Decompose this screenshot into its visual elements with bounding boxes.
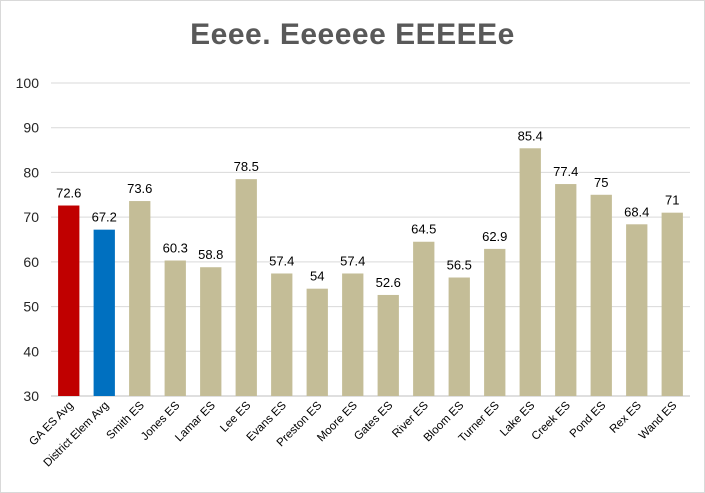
y-tick-label: 70 — [23, 209, 39, 225]
data-label: 75 — [594, 175, 608, 190]
y-tick-label: 60 — [23, 254, 39, 270]
bar — [235, 179, 257, 396]
x-tick-label: Pond ES — [568, 399, 609, 440]
bar — [555, 184, 577, 396]
data-label: 57.4 — [340, 253, 365, 268]
bar — [519, 148, 541, 396]
data-label: 60.3 — [163, 241, 188, 256]
data-label: 58.8 — [198, 247, 223, 262]
data-label: 67.2 — [92, 210, 117, 225]
y-tick-label: 100 — [16, 75, 40, 91]
x-tick-label: Gates ES — [352, 399, 396, 443]
data-label: 54 — [310, 269, 324, 284]
y-tick-label: 30 — [23, 388, 39, 404]
data-label: 72.6 — [56, 186, 81, 201]
bar — [413, 241, 435, 396]
data-label: 64.5 — [411, 222, 436, 237]
bar — [129, 201, 151, 396]
bar — [590, 194, 612, 396]
bar — [93, 229, 115, 396]
data-label: 57.4 — [269, 253, 294, 268]
data-label: 71 — [665, 193, 679, 208]
data-label: 68.4 — [624, 204, 649, 219]
y-tick-label: 80 — [23, 164, 39, 180]
data-label: 62.9 — [482, 229, 507, 244]
bar — [377, 294, 399, 396]
data-label: 78.5 — [234, 159, 259, 174]
data-label: 73.6 — [127, 181, 152, 196]
x-tick-label: Rex ES — [608, 399, 644, 435]
bar — [448, 277, 470, 396]
bar — [626, 224, 648, 396]
bar — [164, 260, 186, 396]
bar — [271, 273, 293, 396]
y-tick-label: 40 — [23, 343, 39, 359]
y-tick-label: 90 — [23, 120, 39, 136]
bar — [58, 205, 80, 396]
x-tick-label: District Elem Avg — [42, 400, 112, 470]
bar — [484, 248, 506, 396]
x-tick-label: Lee ES — [218, 399, 253, 434]
bar — [342, 273, 364, 396]
data-label: 56.5 — [447, 258, 472, 273]
bar — [200, 267, 222, 396]
x-tick-label: Wand ES — [637, 399, 680, 442]
data-label: 52.6 — [376, 275, 401, 290]
y-tick-label: 50 — [23, 299, 39, 315]
chart-title: Eeee. Eeeeee EEEEEe — [190, 18, 515, 51]
bar — [661, 212, 683, 396]
data-label: 77.4 — [553, 164, 578, 179]
x-tick-label: Creek ES — [530, 399, 574, 443]
data-label: 85.4 — [518, 128, 543, 143]
bar — [306, 288, 328, 396]
